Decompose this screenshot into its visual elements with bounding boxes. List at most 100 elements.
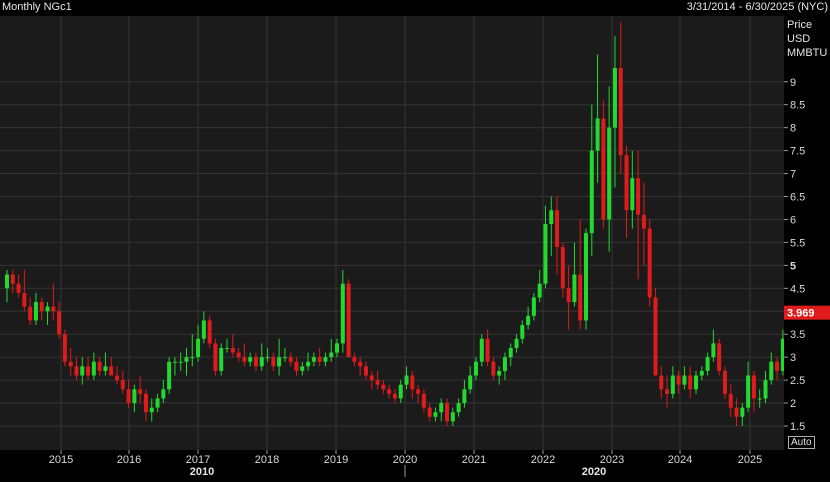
candle xyxy=(213,338,218,376)
candle-body xyxy=(248,357,253,362)
candle xyxy=(549,196,554,257)
candle-body xyxy=(456,403,461,413)
y-axis[interactable]: 1.522.533.544.555.566.577.588.593.969 xyxy=(784,16,830,450)
candle-body xyxy=(363,366,368,376)
candle-body xyxy=(335,343,340,353)
candle-body xyxy=(387,389,392,394)
candle xyxy=(647,219,652,307)
candle xyxy=(248,352,253,367)
candle xyxy=(410,370,415,399)
candle-body xyxy=(543,224,548,284)
candle xyxy=(618,22,623,174)
candle xyxy=(699,366,704,381)
y-tick-label: 6 xyxy=(790,214,796,226)
candle xyxy=(352,352,357,367)
candle xyxy=(705,352,710,376)
candle xyxy=(763,370,768,404)
candle-body xyxy=(560,246,565,289)
candle xyxy=(369,370,374,390)
candle-body xyxy=(445,403,450,422)
candle xyxy=(543,205,548,289)
candle xyxy=(537,269,542,303)
candle-body xyxy=(190,357,195,359)
candle-body xyxy=(491,361,496,376)
candle xyxy=(167,357,172,394)
x-tick-label: 2025 xyxy=(738,454,762,466)
candle-body xyxy=(115,375,120,381)
candle xyxy=(746,361,751,413)
candle xyxy=(5,269,9,303)
auto-scale-button[interactable]: Auto xyxy=(788,436,815,449)
candle-body xyxy=(259,357,264,367)
candle xyxy=(722,366,727,399)
candle xyxy=(555,196,560,275)
candle xyxy=(392,389,397,404)
candle xyxy=(595,54,600,183)
candle-body xyxy=(636,178,641,215)
y-tick-label: 2.5 xyxy=(790,375,805,387)
candle xyxy=(775,357,780,381)
candle-body xyxy=(242,357,247,362)
candle xyxy=(143,389,148,422)
candle-body xyxy=(520,325,525,339)
candle-body xyxy=(184,357,189,362)
plot-area[interactable] xyxy=(0,16,797,450)
candle xyxy=(624,146,629,238)
candle-body xyxy=(717,343,722,371)
candle-body xyxy=(358,361,363,367)
candle xyxy=(757,389,762,408)
candle xyxy=(91,352,96,381)
candle xyxy=(311,352,316,367)
x-axis[interactable]: 2015 2016 2017 2018 2019 2020 2021 2022 2023 2024… xyxy=(0,450,784,478)
candle-body xyxy=(485,338,490,362)
candle-body xyxy=(578,274,583,321)
candle-body xyxy=(138,389,143,394)
x-tick-label: 2023 xyxy=(600,454,624,466)
candle-body xyxy=(751,375,756,399)
candle xyxy=(109,357,114,376)
y-axis-title: Price USD MMBTU xyxy=(787,19,828,59)
candle xyxy=(329,338,334,362)
candle xyxy=(728,384,733,417)
candle-body xyxy=(676,375,681,385)
candle-body xyxy=(39,302,44,312)
candle xyxy=(265,347,270,362)
candle xyxy=(445,398,450,426)
chart-header xyxy=(0,0,830,16)
candle-body xyxy=(479,338,484,362)
candle xyxy=(346,279,351,358)
candles xyxy=(5,22,797,426)
candle xyxy=(491,357,496,381)
candle xyxy=(485,329,490,367)
candlestick-chart[interactable] xyxy=(0,16,797,450)
candle xyxy=(236,347,241,362)
candle-body xyxy=(537,283,542,298)
date-range[interactable]: 3/31/2014 - 6/30/2025 (NYC) xyxy=(686,1,828,13)
candle xyxy=(126,380,131,408)
candle xyxy=(450,407,455,426)
candle xyxy=(751,370,756,413)
candle-body xyxy=(132,389,137,404)
candle xyxy=(670,366,675,399)
candle-body xyxy=(531,297,536,316)
candle-body xyxy=(665,389,670,394)
candle xyxy=(317,347,322,367)
candle-body xyxy=(282,357,287,359)
candle-body xyxy=(306,361,311,367)
candle-body xyxy=(641,214,646,229)
candle-body xyxy=(86,366,91,376)
candle xyxy=(560,242,565,298)
candle xyxy=(149,398,154,422)
candle xyxy=(578,219,583,330)
candle xyxy=(306,352,311,371)
candle xyxy=(641,182,646,266)
candle-body xyxy=(68,361,73,367)
candle-body xyxy=(311,357,316,362)
candle-body xyxy=(775,361,780,371)
candle-body xyxy=(694,375,699,390)
candle-body xyxy=(346,283,351,358)
candle-body xyxy=(728,393,733,408)
candle xyxy=(404,366,409,390)
candle-body xyxy=(497,370,502,376)
candle xyxy=(473,357,478,381)
